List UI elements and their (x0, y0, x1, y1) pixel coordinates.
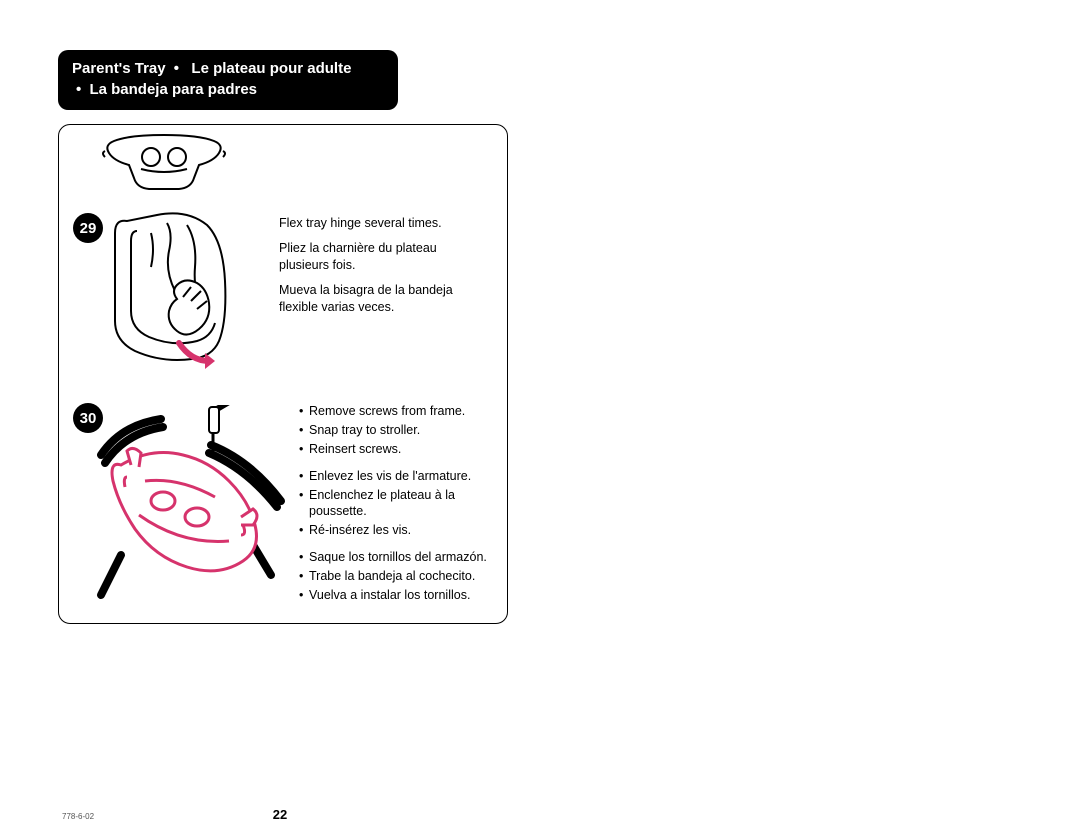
list-item: Reinsert screws. (299, 441, 494, 458)
bullet-icon: • (76, 81, 81, 98)
step29-en: Flex tray hinge several times. (279, 215, 489, 232)
step30-text: Remove screws from frame. Snap tray to s… (299, 403, 494, 606)
list-item: Saque los tornillos del armazón. (299, 549, 494, 566)
document-code: 778-6-02 (62, 812, 94, 821)
list-item: Trabe la bandeja al cochecito. (299, 568, 494, 585)
list-item: Enlevez les vis de l'armature. (299, 468, 494, 485)
tray-attach-illustration (91, 405, 291, 610)
step30-es-list: Saque los tornillos del armazón. Trabe l… (299, 549, 494, 604)
list-item: Remove screws from frame. (299, 403, 494, 420)
list-item: Vuelva a instalar los tornillos. (299, 587, 494, 604)
page: Parent's Tray • Le plateau pour adulte •… (0, 0, 1080, 834)
list-item: Snap tray to stroller. (299, 422, 494, 439)
tray-top-view-icon (99, 133, 229, 200)
step-number-label: 29 (80, 220, 97, 237)
list-item: Ré-insérez les vis. (299, 522, 494, 539)
instruction-panel: 29 (58, 124, 508, 624)
step29-text: Flex tray hinge several times. Pliez la … (279, 215, 489, 315)
step29-fr: Pliez la charnière du plateau plusieurs … (279, 240, 489, 274)
bullet-icon: • (174, 60, 179, 77)
title-en: Parent's Tray (72, 60, 166, 77)
title-fr: Le plateau pour adulte (191, 60, 351, 77)
section-title: Parent's Tray • Le plateau pour adulte •… (58, 50, 398, 110)
step30-fr-list: Enlevez les vis de l'armature. Enclenche… (299, 468, 494, 540)
step30-en-list: Remove screws from frame. Snap tray to s… (299, 403, 494, 458)
title-es: La bandeja para padres (89, 81, 257, 98)
hinge-flex-illustration (107, 211, 267, 386)
step29-es: Mueva la bisagra de la bandeja flexible … (279, 282, 489, 316)
list-item: Enclenchez le plateau à la poussette. (299, 487, 494, 521)
step-number-29: 29 (73, 213, 103, 243)
